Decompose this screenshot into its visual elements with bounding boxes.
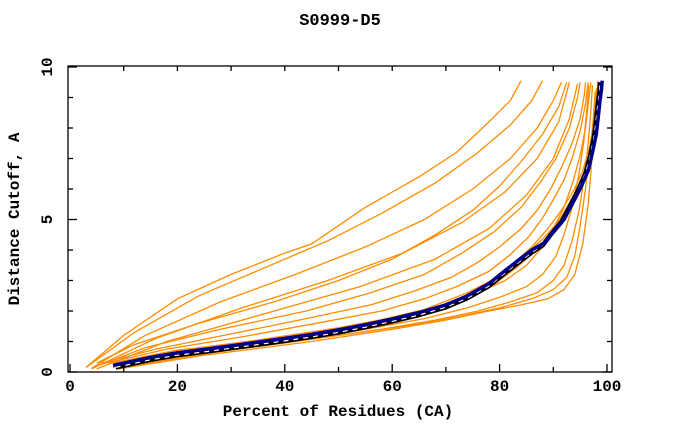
model-curve <box>85 80 522 368</box>
model-curve <box>96 82 568 364</box>
model-curve <box>112 85 590 368</box>
tick-labels: 0 20 40 60 80 100 0 5 10 <box>39 57 621 396</box>
x-tick-label: 80 <box>490 378 509 396</box>
model-curve <box>91 82 571 370</box>
x-axis-title: Percent of Residues (CA) <box>223 403 453 421</box>
y-tick-label: 10 <box>39 57 57 76</box>
x-tick-label: 0 <box>65 378 75 396</box>
y-axis-title: Distance Cutoff, A <box>6 132 24 305</box>
model-curve <box>118 88 597 370</box>
model-curve <box>101 82 581 366</box>
model-curve <box>96 83 579 370</box>
y-tick-label: 0 <box>39 367 57 377</box>
highlight-navy-curve <box>112 80 604 368</box>
model-curve <box>102 82 587 364</box>
chart-title: S0999-D5 <box>299 12 381 31</box>
x-tick-label: 20 <box>168 378 187 396</box>
series-lines <box>85 80 604 370</box>
model-curve <box>112 82 592 366</box>
highlight-white-dash-overlay <box>115 82 601 368</box>
x-tick-label: 100 <box>593 378 622 396</box>
x-tick-label: 60 <box>383 378 402 396</box>
y-tick-label: 5 <box>39 215 57 225</box>
model-curve <box>85 80 544 368</box>
axis-ticks <box>68 66 612 373</box>
model-curve <box>91 82 562 369</box>
model-curve <box>107 82 589 364</box>
x-tick-label: 40 <box>275 378 294 396</box>
